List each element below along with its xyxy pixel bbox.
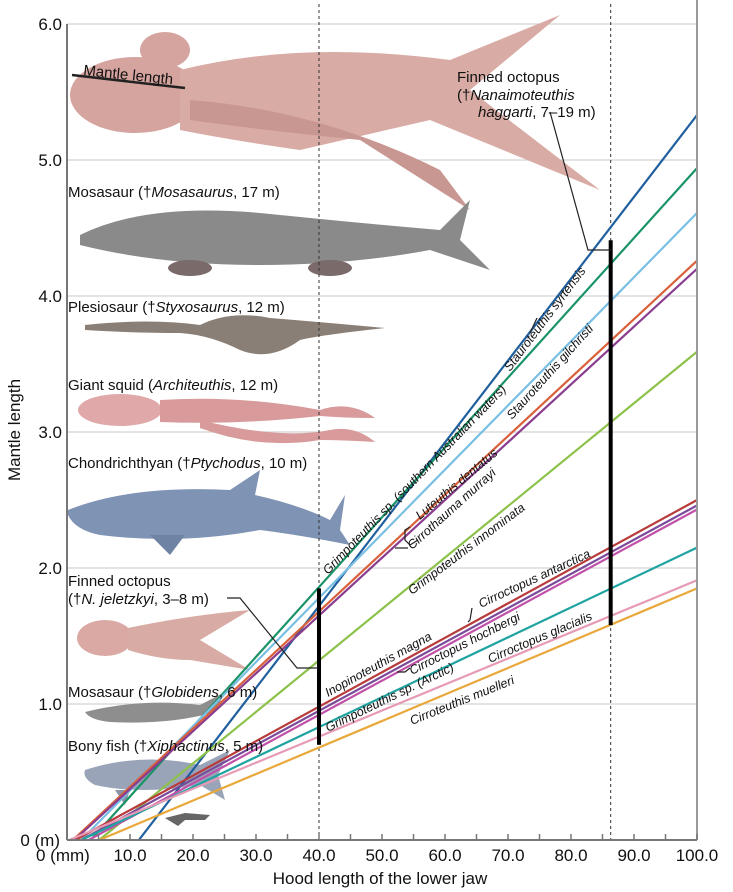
jeletzkyi-label-line2: (†N. jeletzkyi, 3–8 m) [68,591,209,608]
x-tick-label: 80.0 [554,846,587,865]
ptychodus-label: Chondrichthyan (†Ptychodus, 10 m) [68,455,307,472]
series-line [73,267,698,841]
series-label: Stauroteuthis syrtensis [501,264,588,373]
series-line [98,587,698,842]
series-line [80,546,698,841]
tick-labels: 0 (mm) 10.0 20.0 30.0 40.0 50.0 60.0 70.0 80.0 90… [20,15,718,865]
series-lines [68,114,698,842]
globidens-label: Mosasaur (†Globidens, 6 m) [68,684,257,701]
series-line [74,499,698,841]
mosasaurus-label: Mosasaur (†Mosasaurus, 17 m) [68,184,280,201]
axes [66,0,698,841]
series-label: Stauroteuthis gilchristi [504,321,597,422]
x-tick-label: 0 (mm) [36,846,90,865]
x-tick-label: 10.0 [113,846,146,865]
series-line [72,259,698,841]
x-tick-label: 70.0 [491,846,524,865]
annotation-leaders [71,73,611,673]
y-tick-label: 3.0 [38,423,62,442]
y-tick-label: 2.0 [38,559,62,578]
series-line [80,504,698,841]
diver-illustration [165,813,210,826]
mosasaurus-illustration [80,200,490,276]
x-tick-label: 30.0 [239,846,272,865]
styxosaurus-label: Plesiosaur (†Styxosaurus, 12 m) [68,299,285,316]
x-tick-label: 40.0 [302,846,335,865]
haggarti-label-line2: (†Nanaimoteuthis [457,87,575,104]
species-labels: Grimpoteuthis sp. (southern Australian w… [320,264,597,734]
haggarti-label-line3: haggarti, 7–19 m) [478,104,596,121]
animal-illustrations [68,15,600,826]
y-tick-label: 6.0 [38,15,62,34]
y-tick-label: 0 (m) [20,831,60,850]
finned-octopus-large-illustration [70,15,600,210]
n-jeletzkyi-illustration [77,610,250,670]
x-tick-label: 20.0 [176,846,209,865]
range-bars [317,240,613,745]
jeletzkyi-label-line1: Finned octopus [68,573,171,590]
gridlines [67,23,697,705]
x-tick-label: 90.0 [617,846,650,865]
haggarti-label-line1: Finned octopus [457,69,560,86]
architeuthis-label: Giant squid (Architeuthis, 12 m) [68,377,278,394]
styxosaurus-illustration [85,315,385,355]
x-axis-title: Hood length of the lower jaw [273,869,488,888]
x-tick-label: 60.0 [428,846,461,865]
xiphactinus-illustration [84,750,230,805]
x-tick-label: 50.0 [365,846,398,865]
globidens-illustration [85,692,225,723]
y-tick-label: 1.0 [38,695,62,714]
y-axis-title: Mantle length [5,379,24,481]
series-line [88,508,698,841]
ptychodus-illustration [68,470,350,555]
architeuthis-illustration [78,394,375,444]
series-label: Cirroctopus antarctica [476,547,592,611]
x-tick-label: 100.0 [676,846,719,865]
y-tick-label: 5.0 [38,151,62,170]
xiphactinus-label: Bony fish (†Xiphactinus, 5 m) [68,738,263,755]
annotations: Mantle length Finned octopus (†Nanaimote… [68,62,596,755]
y-tick-label: 4.0 [38,287,62,306]
series-line [68,579,698,842]
series-line [98,350,698,841]
